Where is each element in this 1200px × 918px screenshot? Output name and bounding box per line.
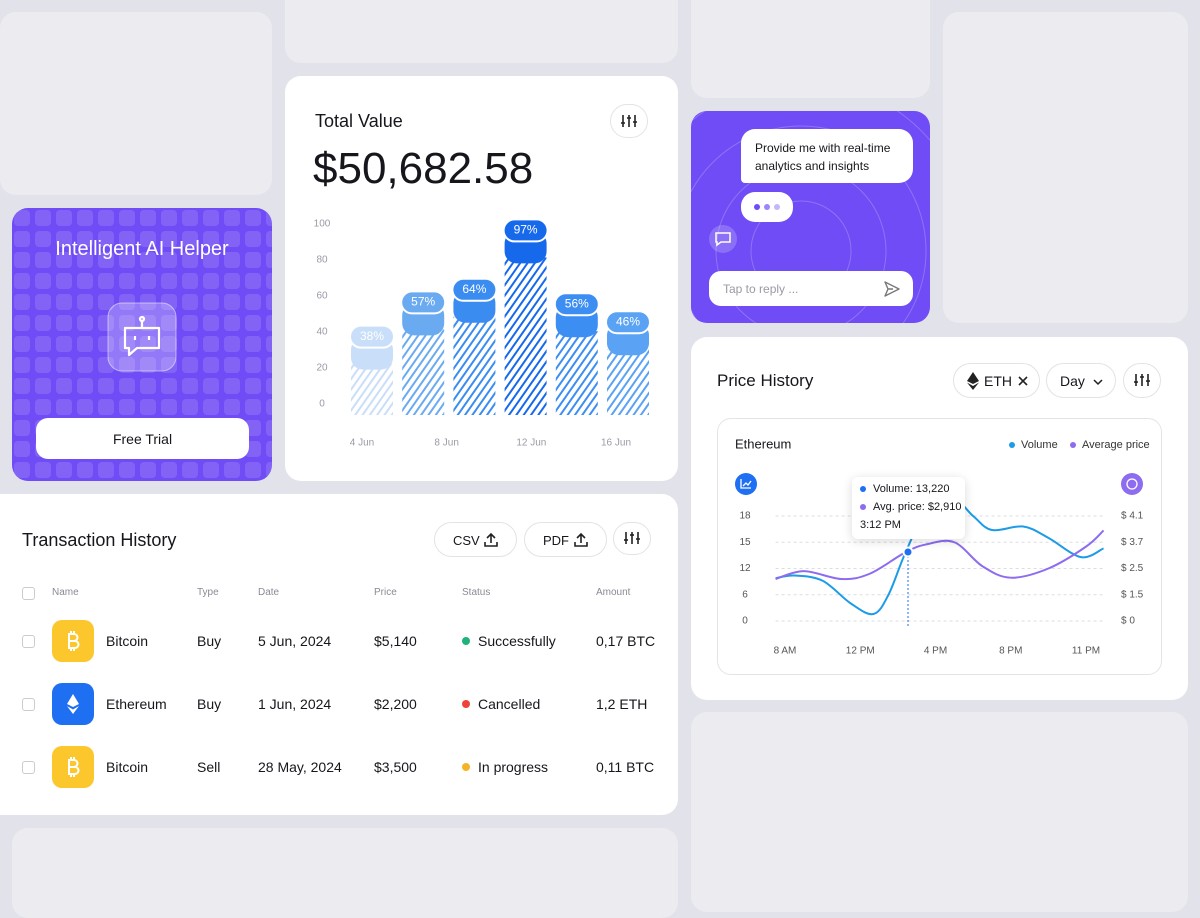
placeholder: [12, 828, 678, 918]
card-title: Price History: [717, 371, 814, 390]
ai-helper-card: Intelligent AI Helper Free Trial: [12, 208, 272, 481]
export-button[interactable]: CSV: [434, 522, 517, 557]
cell-type: Buy: [197, 696, 222, 712]
eth-glyph: [67, 694, 79, 714]
tooltip-volume: Volume: 13,220: [873, 483, 950, 495]
ai-title: Intelligent AI Helper: [55, 238, 229, 260]
free-trial-button[interactable]: Free Trial: [36, 418, 249, 459]
placeholder: [691, 712, 1188, 912]
tooltip-time: 3:12 PM: [860, 519, 901, 531]
status-dot: [462, 700, 470, 708]
cell-name: Bitcoin: [106, 759, 149, 775]
cell-amount: 0,17 BTC: [596, 633, 656, 649]
coin-glyph: [67, 694, 79, 714]
tooltip-avg-price: Avg. price: $2,910: [873, 501, 962, 513]
period-selector[interactable]: Day: [1046, 363, 1116, 398]
tooltip-dot: [860, 504, 866, 510]
coin-icon: [52, 620, 94, 662]
placeholder: [0, 12, 272, 195]
coin-glyph: [68, 631, 80, 651]
coin-icon: [52, 746, 94, 788]
cell-price: $2,200: [374, 696, 417, 712]
upload-icon: [484, 532, 498, 547]
placeholder: [943, 12, 1188, 323]
reply-input[interactable]: Tap to reply ...: [709, 271, 913, 306]
cell-date: 1 Jun, 2024: [258, 696, 332, 712]
checkbox: [22, 587, 35, 600]
export-button[interactable]: PDF: [524, 522, 607, 557]
column-header: Type: [197, 587, 219, 598]
status-dot: [462, 637, 470, 645]
column-header: Date: [258, 587, 280, 598]
upload-glyph: [484, 532, 498, 547]
cell-status: Successfully: [478, 633, 556, 649]
total-amount: $50,682.58: [313, 144, 534, 193]
clear-icon[interactable]: [1017, 375, 1029, 387]
chat-card: Provide me with real-time analytics and …: [691, 111, 930, 323]
asset-label: ETH: [984, 373, 1012, 389]
cell-price: $5,140: [374, 633, 417, 649]
filter-button[interactable]: [613, 522, 651, 555]
tooltip: Volume: 13,220 Avg. price: $2,910 3:12 P…: [852, 477, 965, 539]
chat-message: Provide me with real-time analytics and …: [741, 129, 913, 183]
btc-glyph: [68, 631, 80, 651]
filter-icon: [1134, 374, 1150, 386]
tooltip-dot: [860, 486, 866, 492]
period-label: Day: [1060, 373, 1085, 389]
cell-amount: 0,11 BTC: [596, 759, 655, 775]
filter-icon: [624, 532, 640, 544]
cell-type: Buy: [197, 633, 222, 649]
chevron-icon: [1093, 379, 1103, 386]
card-title: Total Value: [315, 111, 403, 131]
cell-price: $3,500: [374, 759, 417, 775]
column-header: Name: [52, 587, 79, 598]
column-header: Price: [374, 587, 397, 598]
checkbox: [22, 635, 35, 648]
cell-date: 28 May, 2024: [258, 759, 342, 775]
column-header: Status: [462, 587, 491, 598]
cell-status: In progress: [478, 759, 549, 775]
transaction-card: Transaction History CSV PDF Name Type Date Pr…: [0, 494, 678, 815]
upload-glyph: [574, 532, 588, 547]
upload-icon: [574, 532, 588, 547]
cell-status: Cancelled: [478, 696, 541, 712]
export-label: CSV: [453, 533, 480, 548]
filter-icon: [621, 115, 637, 127]
chart-panel: [717, 418, 1162, 675]
placeholder: [285, 0, 678, 63]
coin-glyph: [68, 757, 80, 777]
btc-glyph: [68, 757, 80, 777]
coin-icon: [52, 683, 94, 725]
column-header: Amount: [596, 587, 631, 598]
status-dot: [462, 763, 470, 771]
chat-rings: [691, 111, 930, 323]
eth-icon: [967, 372, 979, 390]
cell-name: Bitcoin: [106, 633, 149, 649]
card-title: Transaction History: [22, 530, 177, 550]
cell-date: 5 Jun, 2024: [258, 633, 332, 649]
cell-type: Sell: [197, 759, 221, 775]
total-value-card: Total Value $50,682.58: [285, 76, 678, 481]
asset-selector[interactable]: ETH: [953, 363, 1040, 398]
send-icon: [884, 281, 900, 297]
filter-button[interactable]: [610, 104, 648, 138]
reply-placeholder: Tap to reply ...: [723, 282, 799, 296]
filter-button[interactable]: [1123, 363, 1161, 398]
checkbox: [22, 698, 35, 711]
export-label: PDF: [543, 533, 569, 548]
cell-name: Ethereum: [106, 696, 167, 712]
checkbox: [22, 761, 35, 774]
placeholder: [691, 0, 930, 98]
cell-amount: 1,2 ETH: [596, 696, 648, 712]
